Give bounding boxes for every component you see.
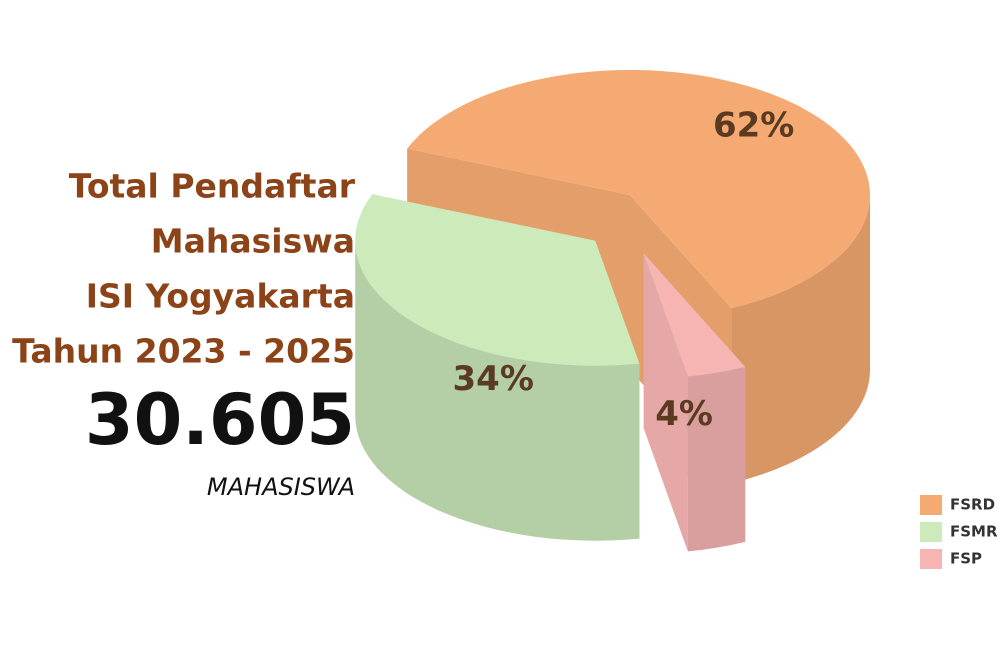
data-label: 62% xyxy=(713,105,794,145)
legend-label: FSMR xyxy=(950,523,998,541)
title-line: ISI Yogyakarta xyxy=(86,277,355,316)
data-label: 4% xyxy=(655,394,713,434)
slice-side xyxy=(687,366,746,552)
title-line: Mahasiswa xyxy=(151,222,355,261)
legend-label: FSP xyxy=(950,550,982,568)
data-label: 34% xyxy=(453,359,534,399)
slice-side xyxy=(355,240,640,541)
title-line: Total Pendaftar xyxy=(69,167,356,206)
title-line: Tahun 2023 - 2025 xyxy=(12,332,355,371)
slice-side xyxy=(731,195,870,484)
slice xyxy=(355,194,640,541)
slice-top xyxy=(407,70,870,309)
legend-label: FSRD xyxy=(950,496,995,514)
legend-swatch xyxy=(920,522,942,542)
slice-top xyxy=(355,194,640,366)
legend-swatch xyxy=(920,549,942,569)
total: 30.605 xyxy=(85,379,355,461)
slice-top xyxy=(643,253,746,377)
pie: 62% 34% 4% xyxy=(355,70,870,552)
legend-swatch xyxy=(920,495,942,515)
slice xyxy=(643,253,746,552)
total-unit: MAHASISWA xyxy=(207,473,355,501)
slice-wall xyxy=(643,253,688,552)
